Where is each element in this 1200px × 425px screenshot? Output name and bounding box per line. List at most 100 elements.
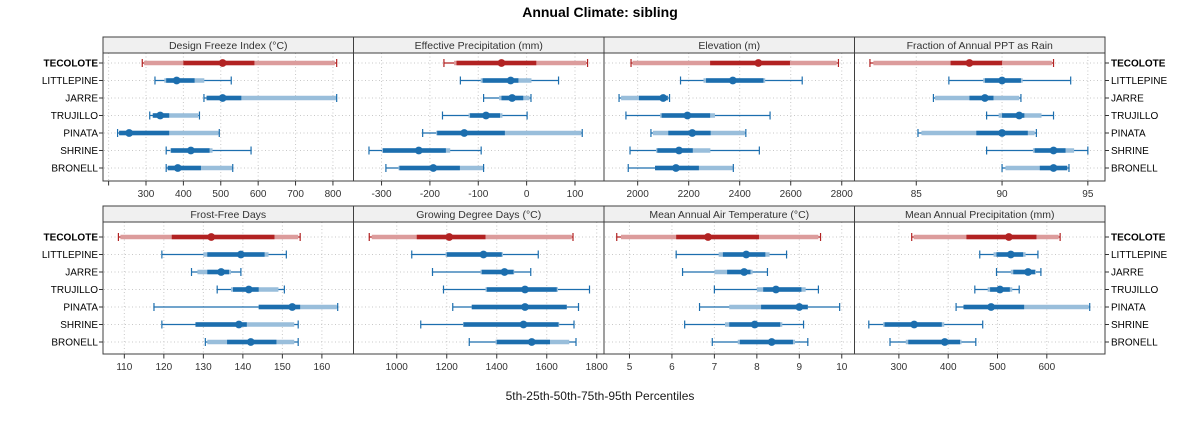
median-dot <box>1006 250 1015 259</box>
median-dot <box>186 146 195 155</box>
panel-border <box>102 221 354 355</box>
series-trujillo <box>441 111 528 120</box>
tick-label: 2000 <box>627 189 650 200</box>
tick-label: 2600 <box>780 189 803 200</box>
median-dot <box>235 320 243 329</box>
site-label-right: PINATA <box>1111 129 1146 140</box>
panel-title: Fraction of Annual PPT as Rain <box>907 40 1053 52</box>
tick-label: 5 <box>627 362 633 373</box>
tick-label: 90 <box>996 189 1008 200</box>
series-shrine <box>684 320 805 329</box>
panel-border <box>102 52 354 182</box>
median-dot <box>519 320 528 329</box>
median-dot <box>508 94 517 102</box>
series-jarre <box>681 268 769 276</box>
median-dot <box>500 268 509 276</box>
site-label-left: LITTLEPINE <box>42 76 98 87</box>
median-dot <box>460 129 469 137</box>
median-dot <box>728 76 737 85</box>
tick-label: 800 <box>325 189 342 200</box>
panel-title: Growing Degree Days (°C) <box>416 209 541 221</box>
median-dot <box>754 59 763 67</box>
site-label-right: PINATA <box>1111 303 1146 314</box>
site-label-left: TECOLOTE <box>44 59 99 70</box>
tick-label: 0 <box>524 189 530 200</box>
median-dot <box>497 59 506 67</box>
tick-label: -200 <box>420 189 440 200</box>
panel-elevation-m: Elevation (m) 2000 2200 2400 2600 2800 <box>603 36 855 200</box>
median-dot <box>1049 146 1058 155</box>
series-shrine <box>868 320 984 329</box>
site-label-right: LITTLEPINE <box>1111 250 1167 261</box>
site-label-left: SHRINE <box>60 320 98 331</box>
tick-label: 300 <box>891 362 908 373</box>
tick-label: 100 <box>567 189 584 200</box>
series-jarre <box>190 268 242 276</box>
site-label-right: SHRINE <box>1111 146 1149 157</box>
median-dot <box>125 129 134 137</box>
site-label-left: TRUJILLO <box>51 285 98 296</box>
series-bronell <box>385 164 485 172</box>
series-shrine <box>368 146 482 155</box>
site-label-right: TECOLOTE <box>1111 59 1166 70</box>
tick-label: 85 <box>911 189 923 200</box>
series-jarre <box>995 268 1042 276</box>
series-shrine <box>629 146 760 155</box>
series-pinata <box>422 129 583 137</box>
median-dot <box>910 320 919 329</box>
median-dot <box>675 146 683 155</box>
tick-label: 130 <box>195 362 212 373</box>
median-dot <box>207 233 216 241</box>
series-tecolote <box>911 233 1061 241</box>
series-littlepine <box>679 76 803 85</box>
series-shrine <box>986 146 1089 155</box>
series-shrine <box>420 320 575 329</box>
median-dot <box>940 338 949 346</box>
tick-label: 400 <box>940 362 957 373</box>
tick-label: 8 <box>754 362 760 373</box>
tick-label: 2200 <box>678 189 701 200</box>
series-pinata <box>153 303 339 311</box>
series-tecolote <box>869 59 1055 67</box>
series-pinata <box>698 303 841 311</box>
site-label-left: JARRE <box>65 94 98 105</box>
site-label-left: TECOLOTE <box>44 233 99 244</box>
median-dot <box>672 164 680 172</box>
site-label-right: BRONELL <box>1111 164 1158 175</box>
site-label-left: SHRINE <box>60 146 98 157</box>
series-littlepine <box>161 250 287 259</box>
series-bronell <box>711 338 809 346</box>
median-dot <box>1004 233 1013 241</box>
median-dot <box>688 129 697 137</box>
median-dot <box>218 59 227 67</box>
tick-label: 300 <box>138 189 155 200</box>
series-trujillo <box>986 111 1055 120</box>
series-jarre <box>203 94 338 102</box>
site-label-left: BRONELL <box>51 338 98 349</box>
series-littlepine <box>675 250 788 259</box>
tick-label: 600 <box>250 189 267 200</box>
median-dot <box>659 94 668 102</box>
tick-label: 1000 <box>386 362 409 373</box>
series-tecolote <box>616 233 822 241</box>
median-dot <box>236 250 245 259</box>
series-pinata <box>917 129 1037 137</box>
site-label-right: LITTLEPINE <box>1111 76 1167 87</box>
site-label-left: PINATA <box>63 303 98 314</box>
median-dot <box>246 338 255 346</box>
series-trujillo <box>442 285 591 294</box>
site-label-right: TECOLOTE <box>1111 233 1166 244</box>
median-dot <box>218 94 227 102</box>
site-label-left: BRONELL <box>51 164 98 175</box>
series-jarre <box>431 268 532 276</box>
median-dot <box>704 233 712 241</box>
tick-label: 1200 <box>436 362 459 373</box>
median-dot <box>996 285 1004 294</box>
series-pinata <box>452 303 580 311</box>
median-dot <box>1024 268 1032 276</box>
series-trujillo <box>974 285 1020 294</box>
tick-label: 120 <box>156 362 173 373</box>
series-tecolote <box>443 59 589 67</box>
site-label-right: TRUJILLO <box>1111 285 1158 296</box>
median-dot <box>217 268 226 276</box>
